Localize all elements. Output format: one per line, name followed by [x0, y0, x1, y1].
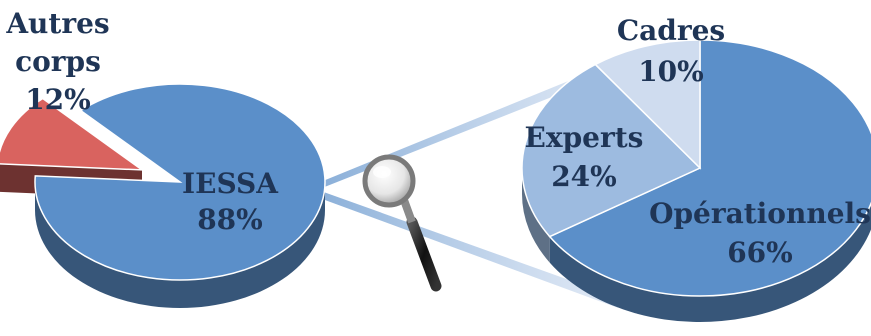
- slice-label-cadres: Cadres: [617, 14, 725, 47]
- label-operationnels: Opérationnels 66%: [649, 197, 871, 269]
- pie-right: [521, 39, 871, 322]
- pie-left: [0, 83, 326, 308]
- label-iessa: IESSA 88%: [182, 167, 279, 236]
- slice-label-autres-line1: Autres: [5, 7, 109, 40]
- magnifying-glass-icon: [362, 154, 442, 292]
- slice-value-iessa: 88%: [197, 203, 263, 236]
- slice-label-experts: Experts: [525, 121, 644, 154]
- pie-side-0: [35, 182, 325, 308]
- pie-side-0: [549, 203, 871, 322]
- pie-slice-opérationnels: [548, 39, 871, 297]
- slice-value-operationnels: 66%: [727, 236, 793, 269]
- pie-side-1: [522, 168, 550, 263]
- slice-value-experts: 24%: [551, 160, 617, 193]
- label-experts: Experts 24%: [525, 121, 644, 193]
- label-cadres: Cadres 10%: [617, 14, 725, 88]
- pie-slice-autres-corps: [0, 97, 145, 171]
- slice-label-operationnels: Opérationnels: [649, 197, 871, 230]
- slice-label-iessa: IESSA: [182, 167, 279, 200]
- pie-slice-experts: [521, 63, 702, 238]
- slice-value-cadres: 10%: [638, 55, 704, 88]
- label-autres-corps: Autres corps 12%: [5, 7, 109, 116]
- slice-value-autres: 12%: [25, 83, 91, 116]
- pie-slice-cadres: [594, 39, 701, 170]
- pie-slice-iessa: [34, 83, 326, 281]
- slice-label-autres-line2: corps: [15, 45, 101, 78]
